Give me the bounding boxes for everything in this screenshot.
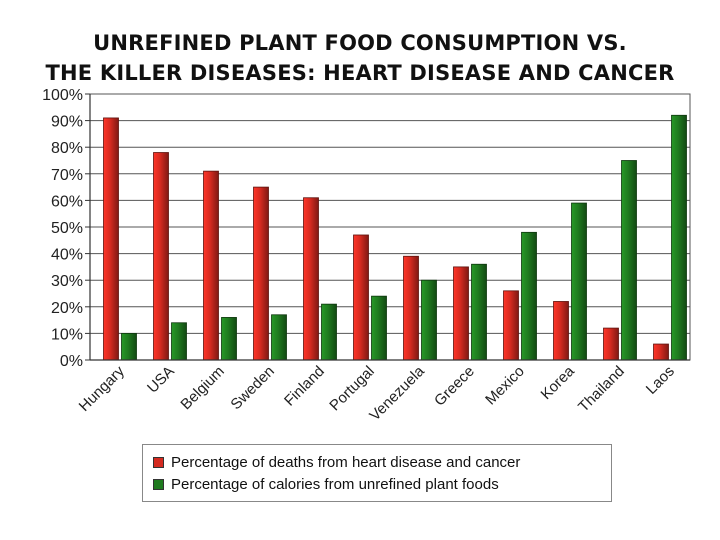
legend-label-deaths: Percentage of deaths from heart disease …	[171, 453, 521, 471]
y-tick-label: 90%	[51, 114, 83, 131]
bar-deaths-portugal	[353, 234, 369, 361]
y-tick-label: 50%	[51, 220, 83, 237]
x-tick-label: Korea	[538, 362, 579, 403]
bar-calories-hungary	[121, 332, 137, 361]
chart-title: UNREFINED PLANT FOOD CONSUMPTION VS. THE…	[0, 28, 720, 88]
x-tick-label: Finland	[281, 363, 328, 410]
bar-calories-finland	[321, 303, 337, 361]
x-tick-label: Sweden	[227, 363, 277, 413]
bar-calories-greece	[471, 263, 487, 361]
bar-calories-sweden	[271, 314, 287, 361]
bar-deaths-laos	[653, 343, 669, 361]
y-tick-label: 60%	[51, 193, 83, 210]
bar-calories-thailand	[621, 160, 637, 361]
legend-item-calories: Percentage of calories from unrefined pl…	[153, 473, 601, 495]
bar-deaths-belgium	[203, 170, 219, 361]
bar-deaths-usa	[153, 152, 169, 361]
bar-calories-venezuela	[421, 279, 437, 361]
x-tick-label: Portugal	[326, 363, 378, 415]
bar-deaths-sweden	[253, 186, 269, 361]
bar-deaths-hungary	[103, 117, 119, 361]
bar-deaths-finland	[303, 197, 319, 361]
x-tick-label: Hungary	[76, 362, 128, 414]
legend-swatch-deaths	[153, 456, 164, 468]
bar-calories-korea	[571, 202, 587, 361]
x-tick-label: Belgium	[177, 363, 227, 413]
y-tick-label: 70%	[51, 167, 83, 184]
bar-calories-belgium	[221, 317, 237, 361]
bar-chart: 0% 10% 20% 30% 40% 50% 60% 70% 80% 90% 100% Hungary…	[42, 87, 691, 424]
bar-calories-laos	[671, 114, 687, 361]
legend-swatch-calories	[153, 478, 164, 490]
bar-deaths-venezuela	[403, 255, 419, 361]
bar-deaths-mexico	[503, 290, 519, 361]
bar-calories-portugal	[371, 295, 387, 361]
x-tick-label: Greece	[431, 363, 478, 410]
legend-label-calories: Percentage of calories from unrefined pl…	[171, 475, 499, 493]
y-tick-label: 10%	[51, 326, 83, 343]
y-tick-label: 0%	[60, 353, 83, 370]
x-tick-label: Venezuela	[366, 362, 428, 424]
bar-deaths-korea	[553, 301, 569, 361]
y-tick-label: 40%	[51, 247, 83, 264]
chart-title-line-1: UNREFINED PLANT FOOD CONSUMPTION VS.	[93, 31, 627, 55]
bar-deaths-greece	[453, 266, 469, 361]
bar-calories-usa	[171, 322, 187, 361]
x-tick-label: Mexico	[482, 363, 528, 409]
y-tick-label: 30%	[51, 273, 83, 290]
x-tick-label: Laos	[643, 363, 678, 398]
chart-legend: Percentage of deaths from heart disease …	[142, 444, 612, 502]
y-tick-label: 80%	[51, 140, 83, 157]
y-tick-label: 100%	[42, 87, 83, 104]
legend-item-deaths: Percentage of deaths from heart disease …	[153, 451, 601, 473]
bar-deaths-thailand	[603, 327, 619, 361]
x-tick-label: Thailand	[575, 363, 628, 416]
bar-calories-mexico	[521, 231, 537, 361]
chart-title-line-2: THE KILLER DISEASES: HEART DISEASE AND C…	[45, 61, 675, 85]
x-tick-label: USA	[144, 363, 178, 397]
y-tick-label: 20%	[51, 300, 83, 317]
